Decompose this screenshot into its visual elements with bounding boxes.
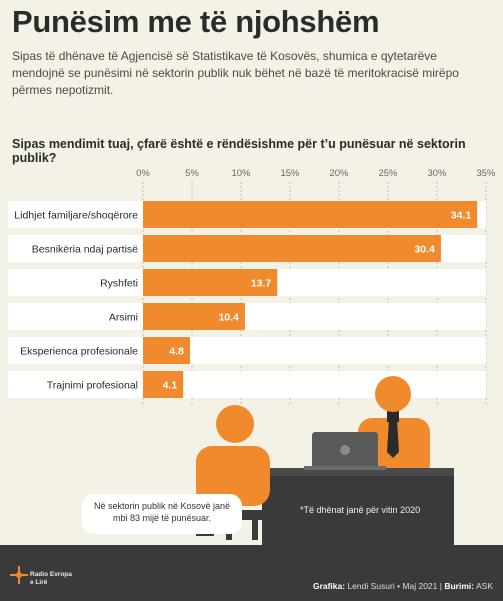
value-label: 4.8 [169,346,184,358]
x-tick-label: 0% [136,168,150,179]
speech-bubble: Në sektorin publik në Kosovë janë mbi 83… [82,494,242,534]
credit-value-graphic: Lendi Susuri • Maj 2021 | [347,581,442,591]
office-illustration [196,376,454,545]
category-label: Besnikëria ndaj partisë [32,244,138,256]
x-tick-label: 20% [329,168,349,179]
bar [143,337,191,364]
bar [143,303,245,330]
category-label: Eksperienca profesionale [20,346,138,358]
value-label: 34.1 [451,210,472,222]
x-tick-label: 5% [185,168,199,179]
x-tick-label: 30% [427,168,447,179]
value-label: 13.7 [251,278,272,290]
data-note: *Të dhënat janë për vitin 2020 [300,505,421,515]
logo-line-1: Radio Evropa [30,571,72,578]
category-row [8,303,486,330]
laptop-icon [304,432,386,470]
x-tick-label: 15% [280,168,300,179]
x-tick-label: 10% [231,168,251,179]
bar [143,235,441,262]
x-tick-label: 25% [378,168,398,179]
credit-value-source: ASK [475,581,493,591]
footer-bar [0,545,503,601]
footer-credit: Grafika: Lendi Susuri • Maj 2021 | Burim… [313,581,493,591]
value-label: 30.4 [414,244,435,256]
logo-line-2: e Lirë [30,579,48,586]
desk-illustration [262,468,454,545]
page-subtitle: Sipas të dhënave të Agjencisë së Statist… [12,49,459,97]
category-label: Ryshfeti [100,278,138,290]
value-label: 4.1 [163,380,178,392]
category-label: Lidhjet familjare/shoqërore [14,210,138,222]
x-tick-label: 35% [476,168,496,179]
category-label: Trajnimi profesional [47,380,138,392]
bar [143,201,478,228]
page-title: Punësim me të njohshëm [12,4,380,39]
credit-label-graphic: Grafika: [312,581,346,591]
bar [143,269,278,296]
credit-label-source: Burimi: [444,581,475,591]
chart-title: Sipas mendimit tuaj, çfarë është e rëndë… [12,137,466,165]
bar [143,371,184,398]
category-label: Arsimi [109,312,138,324]
bar-chart: 0% 5% 10% 15% 20% 25% 30% 35% Lidhjet familjare/… [8,168,496,405]
value-label: 10.4 [218,312,239,324]
radio-logo-text: Radio Evropa e Lirë [30,571,72,587]
radio-logo-icon [10,566,28,584]
category-row [8,337,486,364]
